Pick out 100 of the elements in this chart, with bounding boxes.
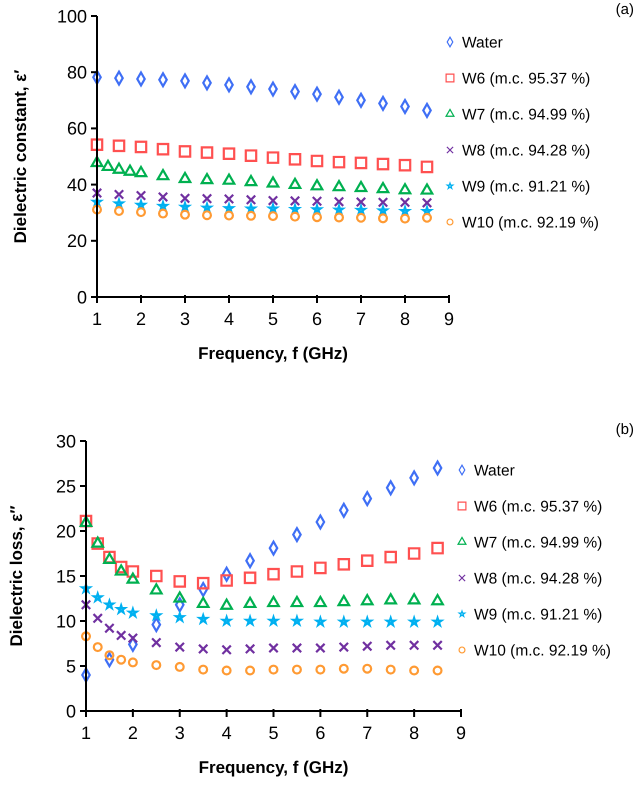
point: [266, 151, 280, 164]
point: [408, 640, 420, 651]
point: [92, 204, 102, 215]
point: [431, 542, 444, 554]
legend-label: W6 (m.c. 95.37 %): [462, 70, 590, 88]
point: [128, 657, 138, 668]
point: [126, 572, 140, 584]
point: [92, 188, 102, 198]
y-axis-title: Dielectric loss, ε″: [7, 506, 26, 646]
point: [134, 166, 148, 178]
legend-label: Water: [462, 34, 503, 52]
legend-label: Water: [474, 462, 515, 480]
text: (b): [616, 421, 634, 438]
point: [268, 642, 279, 654]
point: [337, 594, 350, 606]
legend-label: W7 (m.c. 94.99 %): [462, 106, 590, 124]
point: [420, 160, 434, 174]
point: [354, 156, 368, 170]
point: [315, 664, 326, 675]
point: [136, 207, 146, 218]
y-tick-label: 40: [66, 174, 87, 195]
legend-label: W10 (m.c. 92.19 %): [474, 642, 611, 660]
point: [126, 565, 140, 578]
point: [224, 194, 234, 204]
point: [360, 554, 374, 567]
point: [134, 140, 148, 154]
y-tick-label: 10: [56, 611, 76, 632]
y-tick-label: 0: [76, 287, 87, 308]
point: [310, 154, 324, 168]
point: [244, 174, 258, 186]
point: [173, 575, 186, 588]
point: [114, 560, 128, 574]
point: [150, 583, 163, 595]
x-tick-label: 7: [356, 309, 366, 329]
point: [267, 568, 280, 580]
y-tick-label: 80: [66, 62, 87, 82]
point: [432, 666, 443, 676]
x-axis-title: Frequency, f (GHz): [198, 344, 348, 363]
x-tick-label: 6: [315, 723, 326, 743]
point: [156, 168, 170, 180]
point: [156, 142, 170, 156]
point: [422, 212, 432, 223]
point: [360, 594, 374, 606]
point: [384, 550, 397, 564]
x-tick-label: 5: [268, 309, 278, 329]
point: [356, 212, 366, 223]
point: [202, 210, 212, 220]
point: [104, 622, 115, 634]
legend-label: W9 (m.c. 91.21 %): [474, 606, 602, 624]
point: [112, 140, 126, 152]
point: [356, 196, 366, 208]
point: [244, 596, 256, 608]
point: [312, 196, 322, 206]
point: [221, 644, 232, 656]
point: [290, 196, 300, 206]
point: [90, 138, 104, 151]
x-tick-label: 4: [222, 723, 232, 743]
x-tick-label: 1: [92, 309, 102, 329]
point: [244, 149, 258, 162]
point: [362, 664, 372, 674]
point: [196, 596, 210, 608]
point: [314, 596, 327, 608]
point: [246, 210, 256, 221]
point: [292, 664, 302, 675]
point: [398, 158, 412, 172]
x-tick-label: 2: [136, 309, 146, 329]
point: [246, 194, 256, 206]
point: [92, 612, 104, 624]
x-tick-label: 6: [312, 309, 322, 329]
point: [224, 210, 234, 221]
x-tick-label: 5: [268, 723, 279, 743]
point: [114, 206, 124, 216]
point: [332, 156, 346, 168]
legend-label: W8 (m.c. 94.28 %): [474, 570, 602, 588]
point: [200, 172, 214, 184]
point: [202, 193, 212, 204]
legend-label: W6 (m.c. 95.37 %): [474, 498, 602, 516]
y-tick-label: 15: [56, 566, 76, 586]
point: [268, 195, 278, 206]
point: [420, 183, 434, 195]
point: [151, 637, 162, 648]
point: [334, 196, 344, 208]
point: [332, 180, 346, 192]
point: [220, 574, 233, 587]
text: (a): [616, 1, 634, 18]
point: [431, 594, 444, 606]
point: [104, 650, 114, 660]
legend-label: W7 (m.c. 94.99 %): [474, 534, 602, 552]
x-tick-label: 8: [409, 723, 420, 743]
x-tick-label: 7: [362, 723, 372, 743]
point: [290, 596, 304, 608]
y-tick-label: 25: [56, 476, 76, 496]
point: [354, 180, 368, 192]
point: [338, 642, 350, 652]
point: [102, 160, 114, 172]
x-tick-label: 3: [174, 723, 185, 743]
y-tick-label: 30: [56, 431, 76, 452]
x-tick-label: 2: [128, 723, 138, 743]
point: [173, 591, 186, 603]
point: [268, 664, 279, 675]
